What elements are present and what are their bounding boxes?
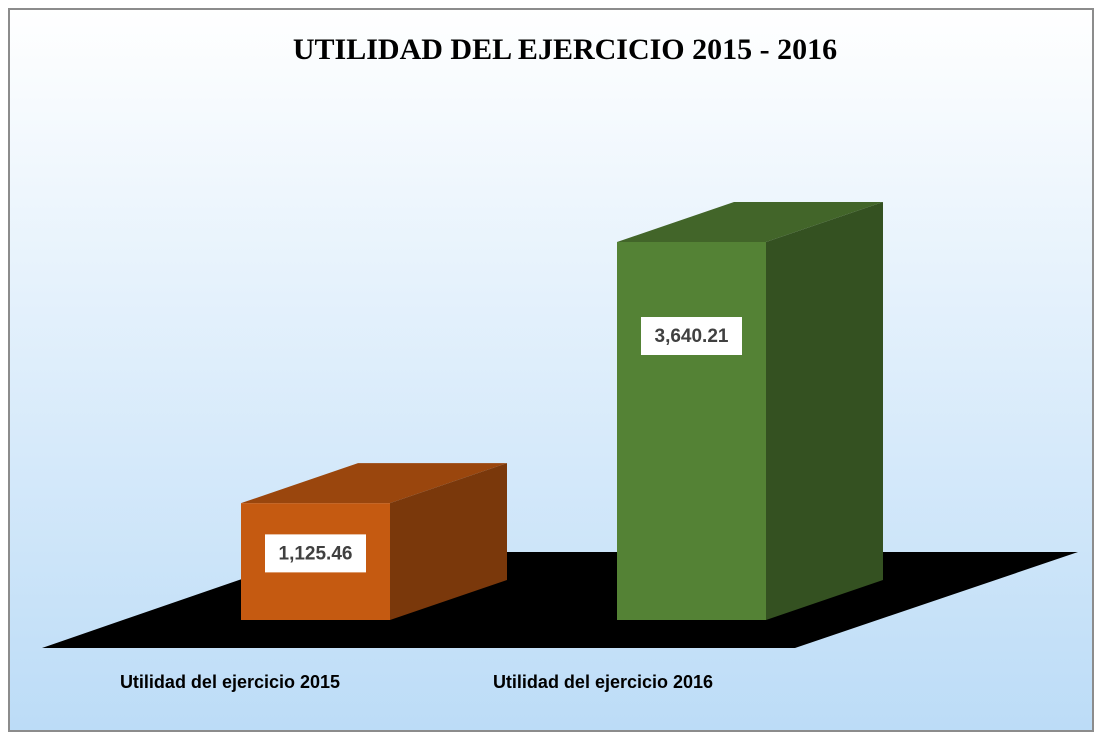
x-tick-label: Utilidad del ejercicio 2015	[120, 672, 340, 692]
bar-side	[766, 202, 883, 620]
bar	[617, 242, 766, 620]
bar-top	[241, 463, 507, 504]
bar-top	[617, 202, 883, 242]
value-label-box	[265, 534, 366, 573]
bar-side	[390, 463, 507, 620]
chart-title: UTILIDAD DEL EJERCICIO 2015 - 2016	[293, 33, 837, 66]
value-label-box	[641, 317, 742, 355]
value-label: 3,640.21	[655, 326, 729, 347]
value-label: 1,125.46	[279, 543, 353, 564]
x-tick-label: Utilidad del ejercicio 2016	[493, 672, 713, 692]
